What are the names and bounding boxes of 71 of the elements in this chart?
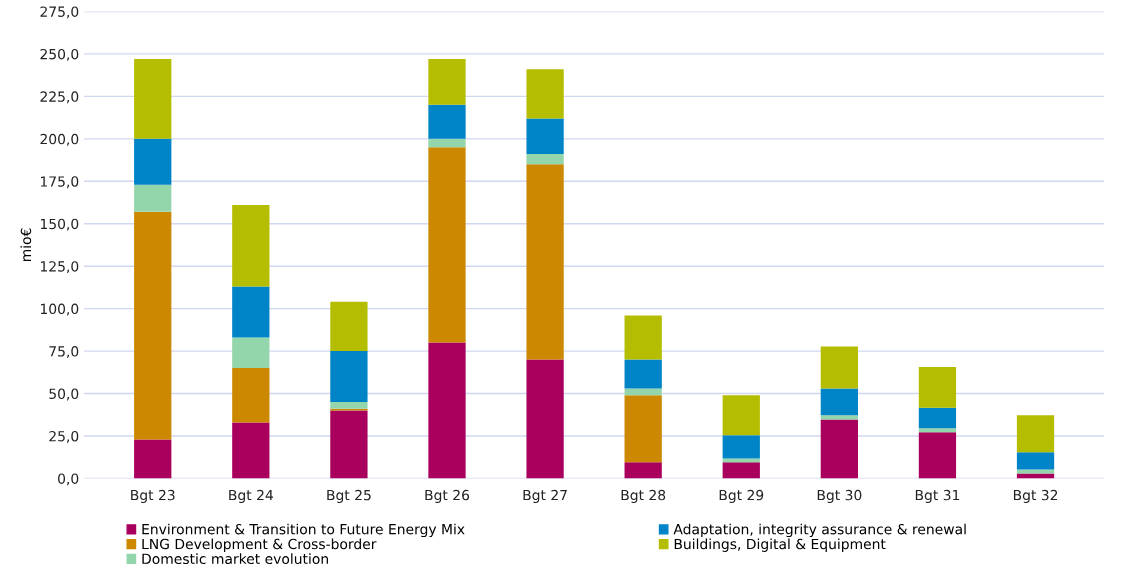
y-tick-label: 175,0 [40,176,79,189]
bar [232,286,270,338]
bar [330,351,368,403]
legend-label: Adaptation, integrity assurance & renewal [673,523,966,538]
x-tick-label: Bgt 29 [719,489,764,504]
bar [1016,469,1055,474]
bar [428,138,466,148]
bar [624,315,662,360]
legend-label: Domestic market evolution [142,553,328,565]
bar [1016,452,1055,470]
y-tick-label: 225,0 [40,91,79,104]
bar [330,301,368,352]
y-tick-label: 125,0 [40,261,79,274]
bar [330,402,368,409]
legend-label: Buildings, Digital & Equipment [674,538,886,552]
x-tick-label: Bgt 25 [327,489,371,504]
bar [624,462,662,479]
bar [428,104,466,139]
bar [624,395,662,463]
x-tick-label: Bgt 26 [425,489,470,504]
bar [918,432,957,479]
x-tick-label: Bgt 32 [1013,489,1058,504]
bar [134,59,172,139]
bar [134,138,172,185]
bar [624,388,662,396]
bar [722,395,760,436]
x-tick-label: Bgt 27 [523,489,567,504]
y-tick-label: 75,0 [49,346,79,358]
y-axis-title: mio€ [20,228,32,262]
x-tick-label: Bgt 28 [621,489,666,504]
x-tick-label: Bgt 30 [817,489,862,504]
bar [820,346,858,389]
bar [820,415,858,420]
bar [722,435,760,459]
bar [1016,415,1055,453]
bar [232,205,270,287]
bar [428,147,466,343]
bar [820,419,858,479]
y-tick-label: 0,0 [58,473,79,486]
y-tick-label: 150,0 [40,218,79,231]
bar [526,154,564,165]
legend-label: LNG Development & Cross-border [142,538,377,552]
bar [232,368,270,423]
bar [820,388,858,416]
bar [232,422,270,479]
x-tick-label: Bgt 24 [229,489,273,504]
y-tick-label: 275,0 [40,6,79,19]
bar [134,184,172,212]
y-tick-label: 50,0 [49,388,79,401]
bar [526,118,564,155]
bar [526,359,564,479]
y-tick-label: 250,0 [40,48,79,61]
y-tick-label: 100,0 [40,303,79,316]
bar [918,428,957,433]
bar [918,407,957,429]
bar [134,439,172,479]
bar [918,366,957,408]
bar [428,59,466,105]
x-tick-label: Bgt 31 [915,489,960,504]
bar [134,211,172,440]
bar [526,69,564,119]
bar [624,359,662,389]
bar [526,164,564,360]
bar [428,342,466,479]
bar [722,462,760,479]
legend-label: Environment & Transition to Future Energy Mix [142,523,465,538]
bar [232,337,270,369]
y-tick-label: 25,0 [49,430,79,443]
bar [330,410,368,479]
x-tick-label: Bgt 23 [131,489,175,504]
y-tick-label: 200,0 [40,133,79,146]
